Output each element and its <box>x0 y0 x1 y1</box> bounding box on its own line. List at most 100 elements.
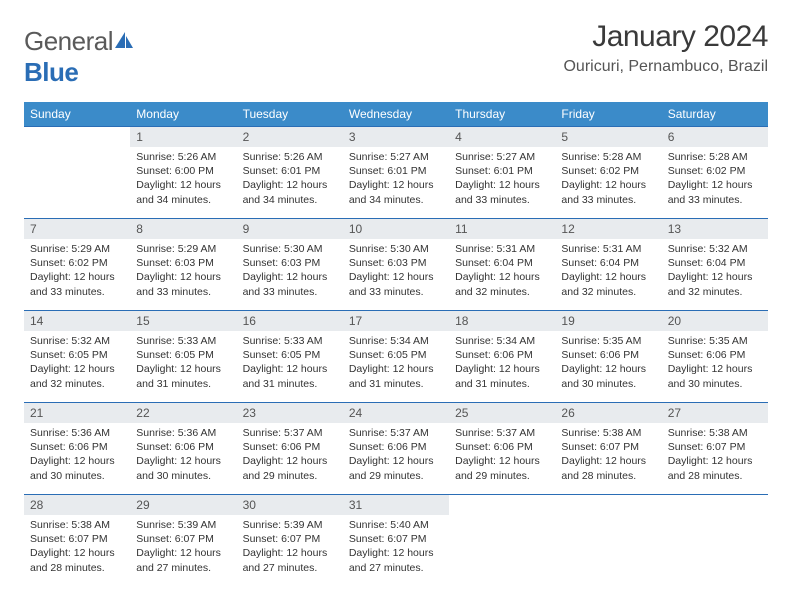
sunset-text: Sunset: 6:01 PM <box>455 164 549 178</box>
daylight-text: Daylight: 12 hours and 30 minutes. <box>668 362 762 390</box>
sunset-text: Sunset: 6:07 PM <box>136 532 230 546</box>
date-number: 11 <box>449 219 555 239</box>
date-number <box>662 495 768 501</box>
daylight-text: Daylight: 12 hours and 34 minutes. <box>136 178 230 206</box>
cell-body: Sunrise: 5:30 AMSunset: 6:03 PMDaylight:… <box>237 239 343 303</box>
sunset-text: Sunset: 6:07 PM <box>30 532 124 546</box>
sunset-text: Sunset: 6:06 PM <box>136 440 230 454</box>
sunrise-text: Sunrise: 5:31 AM <box>561 242 655 256</box>
daylight-text: Daylight: 12 hours and 28 minutes. <box>668 454 762 482</box>
sunset-text: Sunset: 6:05 PM <box>30 348 124 362</box>
daylight-text: Daylight: 12 hours and 29 minutes. <box>349 454 443 482</box>
sunset-text: Sunset: 6:05 PM <box>136 348 230 362</box>
daylight-text: Daylight: 12 hours and 33 minutes. <box>668 178 762 206</box>
sunset-text: Sunset: 6:05 PM <box>349 348 443 362</box>
sunset-text: Sunset: 6:07 PM <box>561 440 655 454</box>
calendar-cell: 23Sunrise: 5:37 AMSunset: 6:06 PMDayligh… <box>237 403 343 495</box>
day-header: Monday <box>130 102 236 127</box>
cell-body: Sunrise: 5:38 AMSunset: 6:07 PMDaylight:… <box>555 423 661 487</box>
date-number: 31 <box>343 495 449 515</box>
cell-body: Sunrise: 5:36 AMSunset: 6:06 PMDaylight:… <box>130 423 236 487</box>
sunset-text: Sunset: 6:02 PM <box>30 256 124 270</box>
sunrise-text: Sunrise: 5:37 AM <box>455 426 549 440</box>
daylight-text: Daylight: 12 hours and 33 minutes. <box>136 270 230 298</box>
cell-body: Sunrise: 5:27 AMSunset: 6:01 PMDaylight:… <box>343 147 449 211</box>
date-number <box>555 495 661 501</box>
week-row: 14Sunrise: 5:32 AMSunset: 6:05 PMDayligh… <box>24 311 768 403</box>
logo-text: General Blue <box>24 26 135 88</box>
date-number: 30 <box>237 495 343 515</box>
sunset-text: Sunset: 6:07 PM <box>349 532 443 546</box>
cell-body: Sunrise: 5:30 AMSunset: 6:03 PMDaylight:… <box>343 239 449 303</box>
sunset-text: Sunset: 6:03 PM <box>243 256 337 270</box>
day-header-row: Sunday Monday Tuesday Wednesday Thursday… <box>24 102 768 127</box>
daylight-text: Daylight: 12 hours and 34 minutes. <box>349 178 443 206</box>
logo-text-part1: General <box>24 26 113 56</box>
date-number: 1 <box>130 127 236 147</box>
cell-body: Sunrise: 5:38 AMSunset: 6:07 PMDaylight:… <box>24 515 130 579</box>
cell-body: Sunrise: 5:38 AMSunset: 6:07 PMDaylight:… <box>662 423 768 487</box>
calendar-cell: 10Sunrise: 5:30 AMSunset: 6:03 PMDayligh… <box>343 219 449 311</box>
date-number: 5 <box>555 127 661 147</box>
date-number: 25 <box>449 403 555 423</box>
cell-body: Sunrise: 5:32 AMSunset: 6:04 PMDaylight:… <box>662 239 768 303</box>
calendar-table: Sunday Monday Tuesday Wednesday Thursday… <box>24 102 768 587</box>
calendar-cell: 29Sunrise: 5:39 AMSunset: 6:07 PMDayligh… <box>130 495 236 587</box>
day-header: Tuesday <box>237 102 343 127</box>
sunset-text: Sunset: 6:03 PM <box>136 256 230 270</box>
sunrise-text: Sunrise: 5:27 AM <box>349 150 443 164</box>
date-number: 4 <box>449 127 555 147</box>
calendar-cell: 6Sunrise: 5:28 AMSunset: 6:02 PMDaylight… <box>662 127 768 219</box>
page-header: General Blue January 2024 Ouricuri, Pern… <box>24 20 768 88</box>
sunrise-text: Sunrise: 5:26 AM <box>243 150 337 164</box>
daylight-text: Daylight: 12 hours and 32 minutes. <box>668 270 762 298</box>
sunset-text: Sunset: 6:04 PM <box>455 256 549 270</box>
daylight-text: Daylight: 12 hours and 29 minutes. <box>455 454 549 482</box>
sunrise-text: Sunrise: 5:35 AM <box>668 334 762 348</box>
sunrise-text: Sunrise: 5:32 AM <box>668 242 762 256</box>
calendar-cell: 15Sunrise: 5:33 AMSunset: 6:05 PMDayligh… <box>130 311 236 403</box>
daylight-text: Daylight: 12 hours and 34 minutes. <box>243 178 337 206</box>
logo-sail-icon <box>113 30 135 50</box>
calendar-cell <box>449 495 555 587</box>
cell-body: Sunrise: 5:34 AMSunset: 6:05 PMDaylight:… <box>343 331 449 395</box>
sunset-text: Sunset: 6:06 PM <box>668 348 762 362</box>
date-number: 21 <box>24 403 130 423</box>
sunrise-text: Sunrise: 5:39 AM <box>136 518 230 532</box>
calendar-cell: 4Sunrise: 5:27 AMSunset: 6:01 PMDaylight… <box>449 127 555 219</box>
cell-body: Sunrise: 5:31 AMSunset: 6:04 PMDaylight:… <box>555 239 661 303</box>
sunrise-text: Sunrise: 5:34 AM <box>455 334 549 348</box>
sunset-text: Sunset: 6:03 PM <box>349 256 443 270</box>
calendar-cell: 9Sunrise: 5:30 AMSunset: 6:03 PMDaylight… <box>237 219 343 311</box>
date-number: 8 <box>130 219 236 239</box>
date-number: 10 <box>343 219 449 239</box>
date-number: 19 <box>555 311 661 331</box>
cell-body: Sunrise: 5:40 AMSunset: 6:07 PMDaylight:… <box>343 515 449 579</box>
week-row: 21Sunrise: 5:36 AMSunset: 6:06 PMDayligh… <box>24 403 768 495</box>
sunrise-text: Sunrise: 5:37 AM <box>243 426 337 440</box>
calendar-cell: 20Sunrise: 5:35 AMSunset: 6:06 PMDayligh… <box>662 311 768 403</box>
date-number <box>449 495 555 501</box>
cell-body: Sunrise: 5:28 AMSunset: 6:02 PMDaylight:… <box>662 147 768 211</box>
date-number: 28 <box>24 495 130 515</box>
cell-body: Sunrise: 5:35 AMSunset: 6:06 PMDaylight:… <box>662 331 768 395</box>
cell-body: Sunrise: 5:29 AMSunset: 6:03 PMDaylight:… <box>130 239 236 303</box>
day-header: Thursday <box>449 102 555 127</box>
date-number: 13 <box>662 219 768 239</box>
sunset-text: Sunset: 6:06 PM <box>30 440 124 454</box>
calendar-cell: 5Sunrise: 5:28 AMSunset: 6:02 PMDaylight… <box>555 127 661 219</box>
calendar-cell: 31Sunrise: 5:40 AMSunset: 6:07 PMDayligh… <box>343 495 449 587</box>
daylight-text: Daylight: 12 hours and 33 minutes. <box>349 270 443 298</box>
daylight-text: Daylight: 12 hours and 30 minutes. <box>561 362 655 390</box>
sunrise-text: Sunrise: 5:32 AM <box>30 334 124 348</box>
daylight-text: Daylight: 12 hours and 33 minutes. <box>243 270 337 298</box>
cell-body: Sunrise: 5:37 AMSunset: 6:06 PMDaylight:… <box>343 423 449 487</box>
date-number: 17 <box>343 311 449 331</box>
calendar-cell: 2Sunrise: 5:26 AMSunset: 6:01 PMDaylight… <box>237 127 343 219</box>
date-number <box>24 127 130 133</box>
calendar-cell: 14Sunrise: 5:32 AMSunset: 6:05 PMDayligh… <box>24 311 130 403</box>
calendar-cell: 3Sunrise: 5:27 AMSunset: 6:01 PMDaylight… <box>343 127 449 219</box>
sunset-text: Sunset: 6:01 PM <box>349 164 443 178</box>
cell-body: Sunrise: 5:29 AMSunset: 6:02 PMDaylight:… <box>24 239 130 303</box>
date-number: 27 <box>662 403 768 423</box>
